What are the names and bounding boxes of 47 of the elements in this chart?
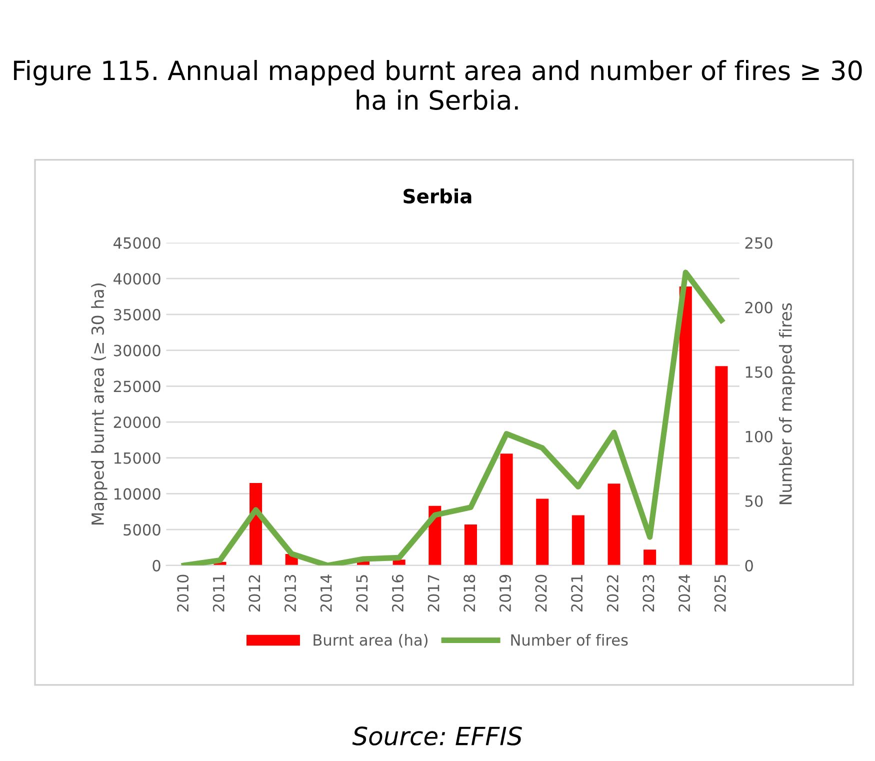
y2-axis-title: Number of mapped fires xyxy=(778,303,796,504)
legend-label: Number of fires xyxy=(511,634,628,646)
y-tick-label: 20000 xyxy=(114,416,160,428)
bar xyxy=(536,498,549,566)
x-tick-label: 2024 xyxy=(678,574,690,612)
x-tick-label: 2023 xyxy=(642,574,654,612)
x-tick-label: 2012 xyxy=(248,575,260,612)
y2-tick-label: 0 xyxy=(745,560,753,572)
x-tick-label: 2016 xyxy=(392,574,404,612)
y2-tick-label: 100 xyxy=(746,430,772,442)
y-tick-label: 40000 xyxy=(114,273,160,285)
y2-tick-label: 50 xyxy=(745,495,763,507)
y2-tick-label: 150 xyxy=(746,366,772,378)
y-tick-label: 5000 xyxy=(124,524,160,536)
x-tick-label: 2025 xyxy=(714,575,726,612)
x-tick-label: 2014 xyxy=(320,574,332,612)
x-tick-label: 2018 xyxy=(464,574,476,612)
y-tick-label: 35000 xyxy=(114,308,160,320)
y-tick-label: 25000 xyxy=(114,380,160,392)
x-tick-label: 2015 xyxy=(356,575,368,612)
x-tick-label: 2010 xyxy=(177,574,189,612)
source-note: Source: EFFIS xyxy=(352,726,522,746)
x-tick-label: 2022 xyxy=(606,575,618,612)
bar xyxy=(500,454,513,566)
bar xyxy=(464,524,477,566)
chart-title: Figure 115. Annual mapped burnt area and number of fires ≥ 30 ha in Serbia. xyxy=(14,60,862,110)
x-tick-label: 2021 xyxy=(571,575,583,612)
x-tick-label: 2019 xyxy=(499,574,511,612)
x-tick-label: 2013 xyxy=(284,574,296,612)
y2-tick-label: 200 xyxy=(745,302,772,314)
bar xyxy=(608,484,620,566)
y-tick-label: 0 xyxy=(152,560,160,572)
y-tick-label: 45000 xyxy=(114,237,160,249)
bar xyxy=(644,550,656,566)
bar xyxy=(679,286,692,566)
bar xyxy=(572,515,584,566)
y-tick-label: 15000 xyxy=(114,452,160,464)
legend-label: Burnt area (ha) xyxy=(314,634,428,648)
y2-tick-label: 250 xyxy=(745,237,772,249)
y-tick-label: 10000 xyxy=(114,488,160,500)
bar xyxy=(715,366,728,566)
y-axis-title: Mapped burnt area (≥ 30 ha) xyxy=(91,284,108,524)
x-tick-label: 2020 xyxy=(535,574,547,612)
y-tick-label: 30000 xyxy=(114,344,160,356)
chart-subtitle: Serbia xyxy=(404,188,472,204)
x-tick-label: 2011 xyxy=(212,575,224,612)
x-tick-label: 2017 xyxy=(428,575,440,612)
